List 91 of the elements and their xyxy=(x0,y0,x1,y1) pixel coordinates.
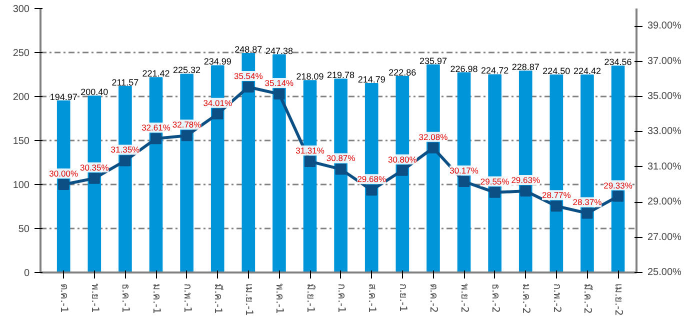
x-tick-label: ธ.ค.-2 xyxy=(489,284,500,313)
y2-tick-label: 25.00% xyxy=(648,267,682,278)
data-label: 29.55% xyxy=(480,176,510,186)
point xyxy=(396,164,408,176)
x-tick-label: ก.พ.-1 xyxy=(181,284,192,313)
y-tick-label: 150 xyxy=(12,136,30,147)
data-label: 31.35% xyxy=(110,144,140,155)
y2-tick-label: 35.00% xyxy=(648,91,682,102)
x-tick-label: เม.ย.-1 xyxy=(242,284,254,316)
y2-tick-label: 39.00% xyxy=(648,20,682,32)
x-tick-label: มี.ค.-2 xyxy=(582,284,594,314)
data-label: 28.77% xyxy=(542,190,572,200)
point xyxy=(304,156,316,167)
data-label: 30.35% xyxy=(80,162,110,172)
x-tick-label: เม.ย.-2 xyxy=(612,284,624,316)
point xyxy=(489,186,500,198)
y2-tick-label: 29.00% xyxy=(648,196,682,208)
data-label: 29.68% xyxy=(357,174,386,184)
data-label: 35.14% xyxy=(264,78,294,88)
x-tick-label: มิ.ย.-1 xyxy=(304,284,316,313)
x-tick-label: ม.ค.-1 xyxy=(150,284,162,314)
point xyxy=(550,200,562,212)
point xyxy=(181,130,192,142)
point xyxy=(582,208,593,219)
data-label: 30.87% xyxy=(326,153,356,164)
y-tick-label: 0 xyxy=(24,268,30,279)
data-label: 28.37% xyxy=(572,197,602,208)
point xyxy=(120,155,131,166)
data-label: 30.17% xyxy=(450,166,479,176)
x-tick-label: พ.ย.-2 xyxy=(458,284,470,313)
data-label: 226.98 xyxy=(450,64,478,74)
x-tick-label: พ.ย.-1 xyxy=(88,284,100,313)
point xyxy=(242,81,254,92)
data-label: 29.63% xyxy=(511,175,540,186)
data-label: 35.54% xyxy=(234,70,264,81)
x-tick-label: ก.ย.-1 xyxy=(396,284,408,312)
data-label: 228.87 xyxy=(512,62,540,72)
data-label: 248.87 xyxy=(234,44,262,54)
y-tick-label: 250 xyxy=(12,48,30,59)
data-label: 247.38 xyxy=(265,46,293,56)
x-tick-label: ส.ค.-1 xyxy=(366,284,378,313)
data-label: 194.97 xyxy=(50,92,78,102)
data-label: 219.78 xyxy=(327,70,355,80)
point xyxy=(88,172,100,184)
x-tick-label: พ.ค.-1 xyxy=(274,284,285,314)
data-label: 224.50 xyxy=(542,66,570,76)
data-label: 221.42 xyxy=(142,68,170,79)
x-tick-label: ม.ค.-2 xyxy=(520,284,532,314)
x-tick-label: มี.ค.-1 xyxy=(212,284,224,314)
data-label: 29.33% xyxy=(604,180,633,190)
y2-tick-label: 33.00% xyxy=(648,126,682,138)
data-label: 224.72 xyxy=(481,66,509,76)
point xyxy=(274,88,285,100)
y-tick-label: 200 xyxy=(12,92,30,103)
y2-tick-label: 31.00% xyxy=(648,161,682,172)
data-label: 32.78% xyxy=(172,120,202,130)
x-tick-label: ธ.ค.-1 xyxy=(120,284,131,313)
data-label: 234.99 xyxy=(204,56,232,67)
data-label: 234.56 xyxy=(604,57,632,68)
point xyxy=(428,142,439,154)
point xyxy=(520,186,532,197)
data-label: 31.31% xyxy=(296,145,325,156)
data-label: 34.01% xyxy=(203,98,232,108)
x-tick-label: ก.พ.-2 xyxy=(550,284,562,313)
data-label: 30.80% xyxy=(388,154,418,164)
point xyxy=(366,184,378,196)
data-label: 200.40 xyxy=(80,87,108,98)
data-label: 214.79 xyxy=(358,74,386,84)
point xyxy=(58,179,70,190)
point xyxy=(458,176,470,188)
point xyxy=(150,133,162,144)
data-label: 225.32 xyxy=(173,65,201,76)
data-label: 211.57 xyxy=(112,77,139,88)
y2-tick-label: 27.00% xyxy=(648,232,682,243)
x-tick-label: ต.ค.-2 xyxy=(428,284,439,313)
data-label: 32.61% xyxy=(142,122,171,133)
y-tick-label: 300 xyxy=(12,4,30,15)
point xyxy=(335,164,346,175)
data-label: 30.00% xyxy=(49,168,78,178)
x-tick-label: ก.ค.-1 xyxy=(335,284,346,313)
y-tick-label: 50 xyxy=(18,224,30,235)
x-tick-label: ต.ค.-1 xyxy=(58,284,70,313)
data-label: 222.86 xyxy=(388,67,416,78)
y-tick-label: 100 xyxy=(12,180,30,191)
data-label: 224.42 xyxy=(573,66,601,76)
data-label: 218.09 xyxy=(296,72,324,82)
point xyxy=(212,108,224,120)
data-label: 235.97 xyxy=(419,56,447,66)
point xyxy=(612,190,624,202)
y2-tick-label: 37.00% xyxy=(648,56,682,67)
data-label: 32.08% xyxy=(418,132,448,142)
